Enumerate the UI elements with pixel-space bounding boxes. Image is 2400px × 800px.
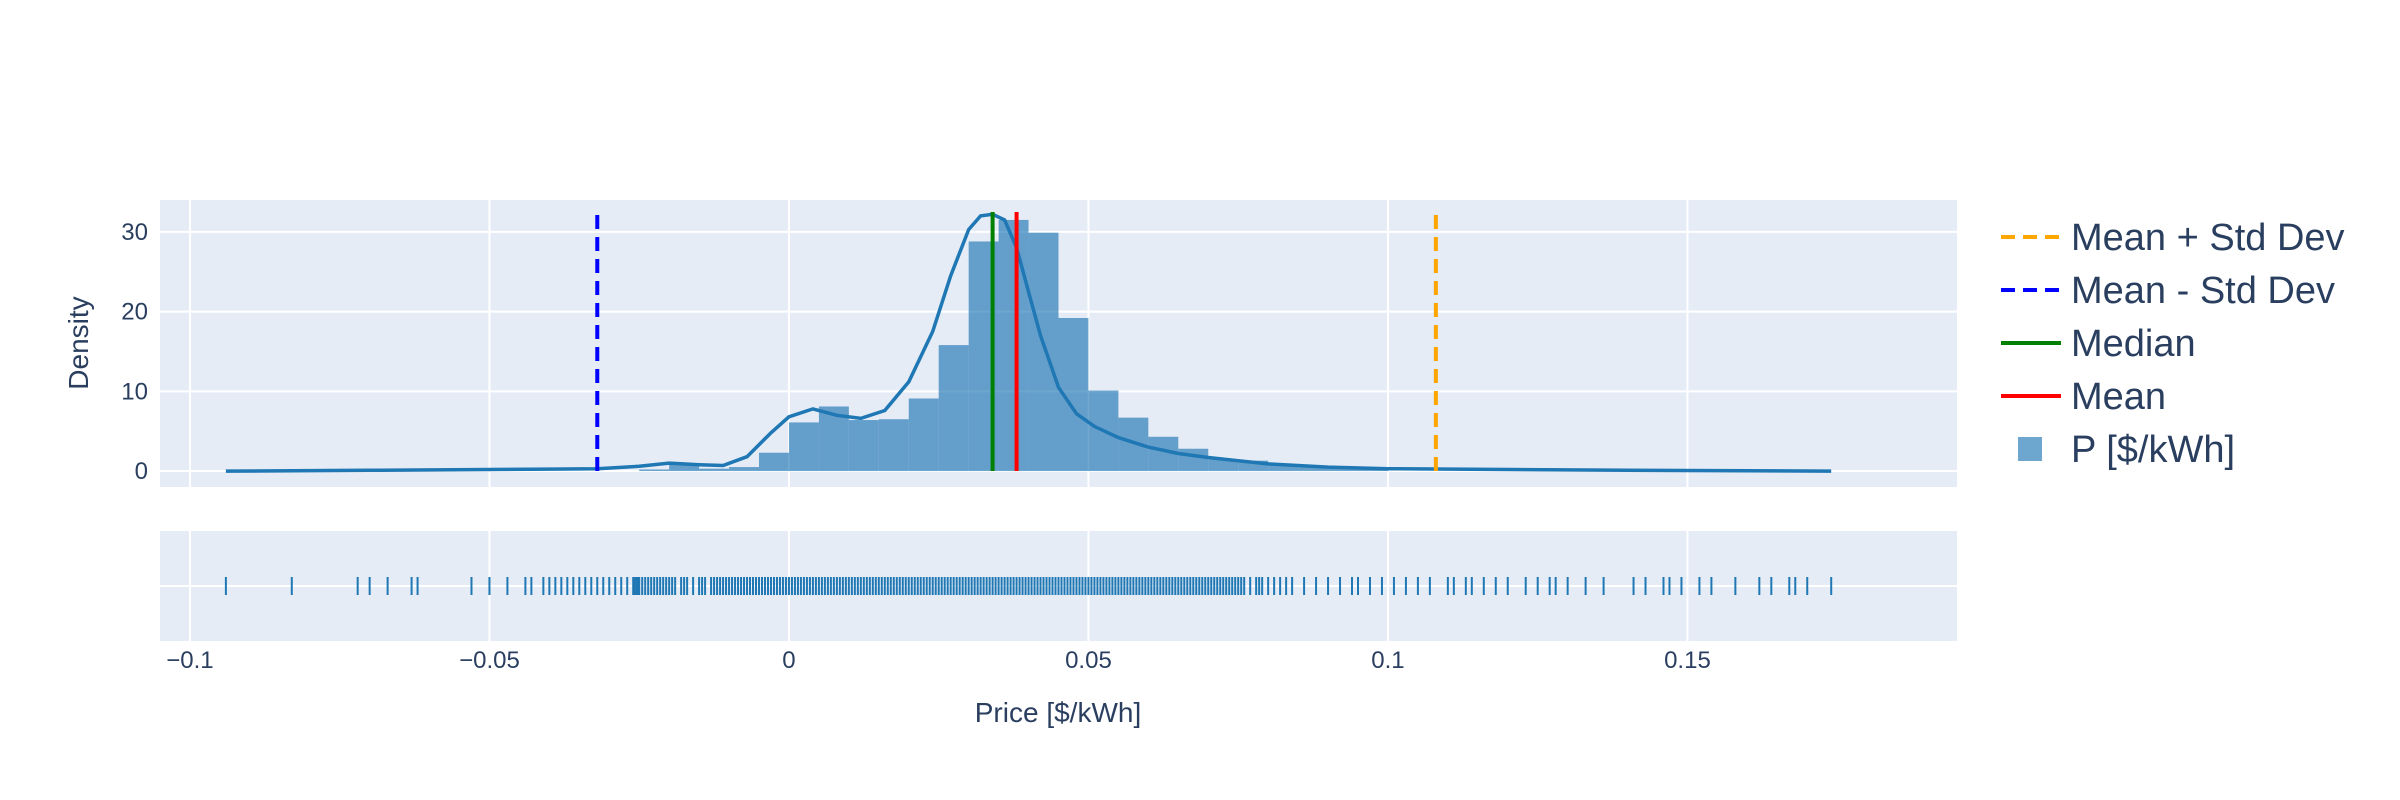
x-tick-label: 0.1 — [1371, 647, 1404, 674]
y-tick-label: 0 — [135, 458, 148, 485]
y-tick-label: 30 — [121, 219, 148, 246]
histogram-bar — [878, 419, 909, 472]
legend-label: P [$/kWh] — [2071, 429, 2235, 471]
x-tick-label: −0.05 — [459, 647, 520, 674]
histogram-bar — [1178, 448, 1209, 472]
kde-curve — [225, 212, 1832, 473]
legend: Mean + Std Dev Mean - Std Dev Median Mean P … — [2001, 217, 2345, 471]
x-tick-label: −0.1 — [166, 647, 213, 674]
y-tick-label: 10 — [121, 378, 148, 405]
y-tick-label: 20 — [121, 299, 148, 326]
x-axis-title: Price [$/kWh] — [975, 697, 1141, 728]
histogram-bar — [848, 420, 879, 472]
histogram-bar — [1208, 459, 1239, 472]
legend-label: Mean - Std Dev — [2071, 270, 2335, 312]
histogram-bar — [1268, 465, 1299, 472]
histogram-panel: 0 10 20 30 Density — [63, 200, 1957, 487]
y-tick-labels: 0 10 20 30 — [121, 219, 148, 485]
histogram-bar — [788, 422, 819, 472]
x-tick-label: 0.15 — [1664, 647, 1711, 674]
histogram-bar — [699, 468, 730, 472]
legend-label: Median — [2071, 323, 2196, 365]
legend-label: Mean + Std Dev — [2071, 217, 2345, 259]
histogram-bar — [729, 467, 759, 472]
histogram-bar — [938, 345, 969, 472]
histogram-bar — [1328, 468, 1358, 472]
histogram-bar — [1028, 232, 1059, 472]
histogram-bar — [998, 219, 1029, 472]
histogram-bar — [669, 464, 700, 472]
histogram-bar — [1358, 469, 1388, 472]
histogram-bar — [759, 452, 789, 472]
histogram-bar — [639, 469, 670, 472]
rug-marks — [224, 577, 1833, 595]
x-tick-label: 0 — [782, 647, 795, 674]
stat-lines — [595, 211, 1438, 472]
histogram-bar — [1298, 467, 1329, 472]
y-axis-title: Density — [63, 296, 94, 389]
legend-swatch — [2018, 437, 2042, 461]
histogram-bar — [908, 398, 939, 472]
x-tick-labels: −0.1 −0.05 0 0.05 0.1 0.15 — [166, 647, 1711, 674]
legend-label: Mean — [2071, 376, 2166, 418]
rug-panel — [160, 531, 1957, 641]
histogram-bar — [1238, 460, 1269, 472]
x-tick-label: 0.05 — [1065, 647, 1112, 674]
